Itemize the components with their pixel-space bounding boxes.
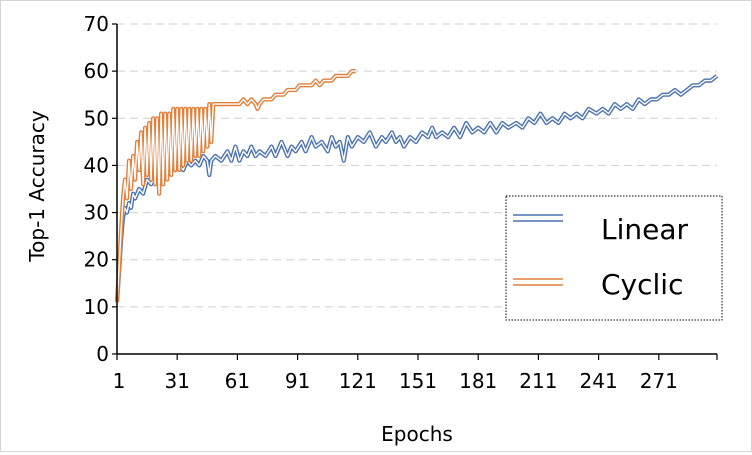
- y-tick-label: 40: [84, 153, 109, 177]
- x-tick-label: 31: [164, 369, 189, 393]
- y-tick-label: 60: [84, 59, 109, 83]
- x-tick-label: 211: [519, 369, 557, 393]
- legend-label-linear: Linear: [601, 213, 689, 246]
- x-tick-label: 271: [640, 369, 678, 393]
- y-tick-label: 10: [84, 295, 109, 319]
- y-tick-label: 20: [84, 248, 109, 272]
- legend-box: [505, 195, 723, 321]
- x-tick-label: 241: [580, 369, 618, 393]
- y-tick-label: 70: [84, 12, 109, 36]
- y-tick-label: 0: [96, 342, 109, 366]
- x-tick-label: 121: [339, 369, 377, 393]
- x-tick-label: 61: [225, 369, 250, 393]
- x-tick-label: 1: [113, 369, 126, 393]
- y-axis-label: Top-1 Accuracy: [25, 110, 49, 263]
- axes: [112, 23, 718, 360]
- legend: Linear Cyclic: [505, 195, 723, 321]
- series-line-outer: [114, 69, 356, 303]
- x-tick-labels: 1 31 61 91 121 151 181 211 241 271: [113, 369, 678, 393]
- legend-label-cyclic: Cyclic: [601, 268, 683, 301]
- series-cyclic: [114, 69, 356, 303]
- y-tick-label: 50: [84, 106, 109, 130]
- series-layer: [114, 69, 719, 303]
- x-axis-label: Epochs: [381, 422, 453, 446]
- series-line-inner: [116, 70, 356, 303]
- y-tick-labels: 0 10 20 30 40 50 60 70: [84, 12, 109, 366]
- x-tick-label: 151: [399, 369, 437, 393]
- x-tick-label: 91: [285, 369, 310, 393]
- y-tick-label: 30: [84, 201, 109, 225]
- x-tick-label: 181: [459, 369, 497, 393]
